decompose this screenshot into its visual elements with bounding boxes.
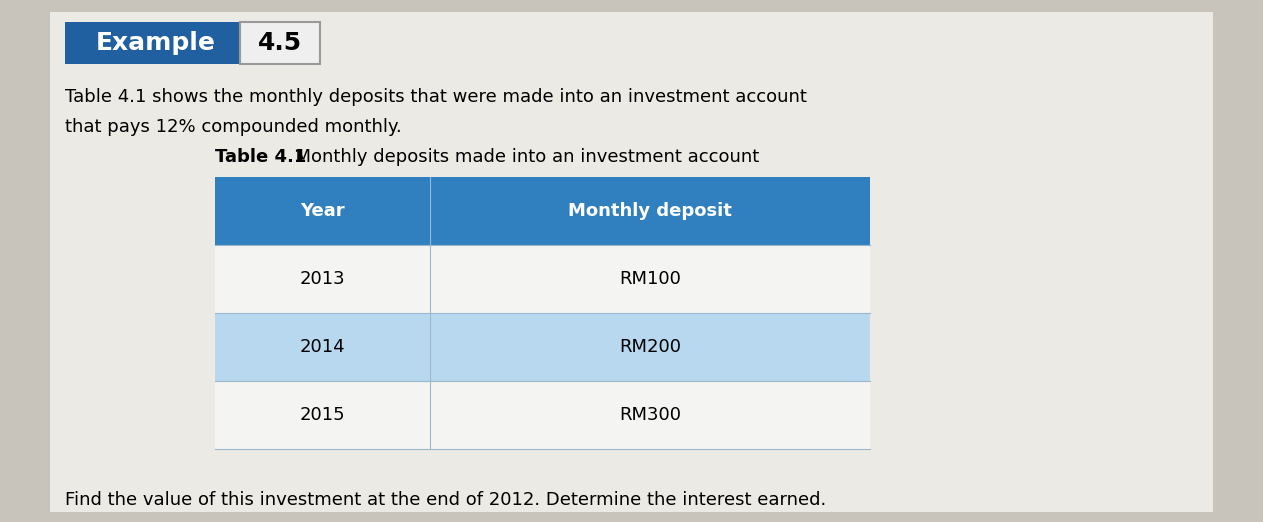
Text: Find the value of this investment at the end of 2012. Determine the interest ear: Find the value of this investment at the… — [64, 491, 826, 509]
Text: RM100: RM100 — [619, 270, 681, 288]
FancyBboxPatch shape — [215, 381, 870, 449]
Text: Example: Example — [96, 31, 216, 55]
FancyBboxPatch shape — [215, 313, 870, 381]
Text: 2014: 2014 — [299, 338, 345, 356]
Text: Table 4.1: Table 4.1 — [215, 148, 307, 166]
Text: 2013: 2013 — [299, 270, 345, 288]
Text: RM200: RM200 — [619, 338, 681, 356]
Text: RM300: RM300 — [619, 406, 681, 424]
Text: Monthly deposit: Monthly deposit — [568, 202, 733, 220]
FancyBboxPatch shape — [51, 12, 1212, 512]
Text: that pays 12% compounded monthly.: that pays 12% compounded monthly. — [64, 118, 402, 136]
FancyBboxPatch shape — [64, 22, 240, 64]
Text: 4.5: 4.5 — [258, 31, 302, 55]
FancyBboxPatch shape — [215, 177, 870, 245]
FancyBboxPatch shape — [240, 22, 320, 64]
FancyBboxPatch shape — [215, 245, 870, 313]
Text: 2015: 2015 — [299, 406, 345, 424]
Text: Monthly deposits made into an investment account: Monthly deposits made into an investment… — [284, 148, 759, 166]
Text: Year: Year — [301, 202, 345, 220]
Text: Table 4.1 shows the monthly deposits that were made into an investment account: Table 4.1 shows the monthly deposits tha… — [64, 88, 807, 106]
